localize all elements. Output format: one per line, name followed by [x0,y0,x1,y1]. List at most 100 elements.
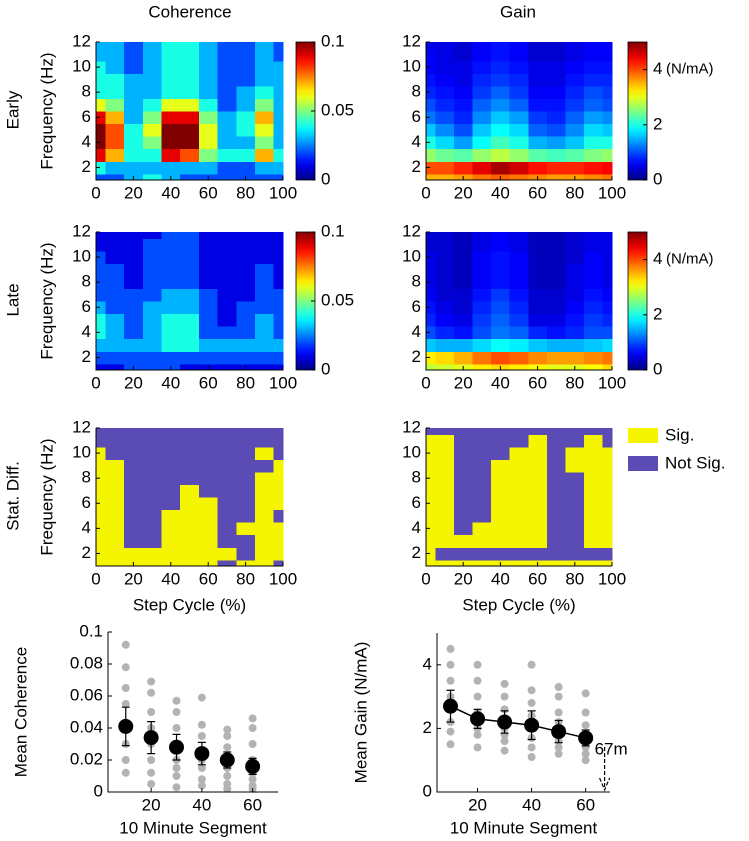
heat-cell [509,232,529,239]
heat-cell [453,428,474,435]
heat-cell [105,301,125,315]
heat-cell [491,351,511,365]
heat-cell [453,42,474,49]
sample-point [121,700,130,708]
heat-cell [142,161,163,175]
heat-cell [453,313,474,327]
heat-cell [96,250,106,264]
column-title: Gain [500,2,536,21]
sample-point [197,775,206,784]
heat-cell [96,338,106,352]
heat-cell [435,351,455,365]
heat-cell [435,148,455,162]
heat-cell [509,161,529,175]
heat-cell [124,60,144,74]
heat-cell [546,173,567,181]
mean-point [443,698,459,714]
heat-cell [273,123,284,137]
heat-cell [236,136,256,150]
sample-point [554,708,563,717]
heat-cell [426,351,436,365]
sample-point [527,743,536,752]
heat-cell [142,275,163,290]
sample-point [197,732,206,740]
colorbar-tick-label: 0.05 [321,290,354,309]
heat-cell [426,161,436,175]
sample-point [172,724,181,732]
x-tick-label: 80 [565,569,584,588]
heat-cell [236,73,256,87]
heat-cell [528,484,548,498]
sample-point [527,698,536,707]
heat-cell [161,60,181,74]
heat-cell [491,509,511,523]
heat-cell [217,123,237,137]
heat-cell [509,238,529,252]
heat-cell [198,534,219,548]
heat-cell [584,42,604,49]
heat-cell [565,471,585,486]
heat-cell [584,232,604,239]
sample-point [554,692,563,701]
heat-cell [96,232,106,239]
heat-cell [565,434,585,448]
heat-cell [546,497,567,511]
heat-cell [142,338,163,352]
heat-cell [105,497,125,511]
heat-cell [254,428,275,435]
y-tick-label: 6 [82,107,91,126]
heat-cell [96,434,106,448]
heat-cell [254,173,275,181]
heat-cell [217,111,237,125]
heat-cell [528,313,548,327]
heat-cell [236,547,256,561]
y-tick-label: 4 [82,518,91,537]
heat-cell [254,60,275,74]
heat-cell [584,428,604,435]
x-tick-label: 100 [598,373,626,392]
heat-cell [142,73,163,87]
heat-cell [528,497,548,511]
heat-cell [602,434,613,448]
sample-point [223,743,232,752]
heat-cell [565,250,585,264]
heat-cell [565,238,585,252]
heat-cell [435,338,455,352]
colorbar-tick-label: 4 [653,59,662,78]
heat-cell [565,301,585,315]
heat-cell [472,73,492,87]
heat-cell [198,459,219,473]
heat-cell [273,351,284,365]
heat-cell [105,363,125,371]
heat-cell [435,111,455,125]
y-axis-label: Frequency (Hz) [37,242,56,359]
heat-cell [546,509,567,523]
heat-cell [435,238,455,252]
heat-cell [161,547,181,561]
x-tick-label: 20 [142,795,161,814]
heat-cell [602,301,613,315]
y-tick-label: 4 [412,132,421,151]
heat-cell [472,85,492,100]
heat-cell [180,288,200,302]
heat-cell [565,123,585,137]
heat-cell [509,275,529,290]
heat-cell [161,497,181,511]
x-tick-label: 20 [124,569,143,588]
heat-cell [180,136,200,150]
heat-cell [546,98,567,112]
heat-cell [528,509,548,523]
heat-cell [142,534,163,548]
heat-cell [161,326,181,340]
heat-cell [584,509,604,523]
heat-cell [142,509,163,523]
heat-cell [105,161,125,175]
heat-cell [426,42,436,49]
heat-cell [565,522,585,536]
heat-cell [236,326,256,340]
sample-point [554,683,563,692]
heat-cell [584,288,604,302]
heat-cell [602,326,613,340]
heat-cell [584,263,604,277]
